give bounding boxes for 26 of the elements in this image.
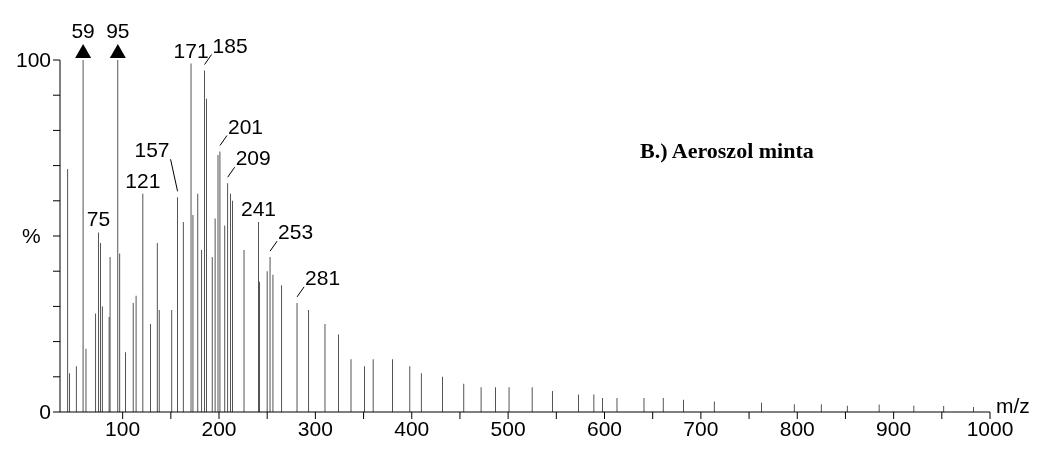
annotation: 201 [227,114,264,138]
annotation: 157 [134,138,170,162]
annotation: 209 [235,146,271,170]
annotation: 185 [212,33,248,57]
x-tick-label: 300 [297,416,333,440]
x-axis-title: m/z [996,394,1030,418]
annotation: 241 [241,196,277,220]
annotation: 171 [173,38,209,62]
x-tick-label: 900 [876,416,912,440]
annotation: 59 [71,19,95,42]
annotation: 253 [278,220,314,244]
annotation: 95 [106,19,130,42]
x-tick-label: 100 [105,416,141,440]
x-tick-label: 600 [586,416,623,440]
x-tick-label: 200 [201,416,237,440]
annotation: 281 [305,265,341,289]
x-tick-label: 700 [683,416,719,440]
annotation: B.) Aeroszol minta [640,138,814,164]
annotation: 121 [125,168,161,192]
annotation: 75 [86,207,111,231]
y-axis-title: % [22,224,41,248]
x-tick-label: 1000 [966,416,1014,440]
x-tick-label: 400 [394,416,430,440]
x-tick-label: 800 [779,416,815,440]
x-tick-label: 500 [490,416,526,440]
y-tick-label: 0 [39,400,51,424]
